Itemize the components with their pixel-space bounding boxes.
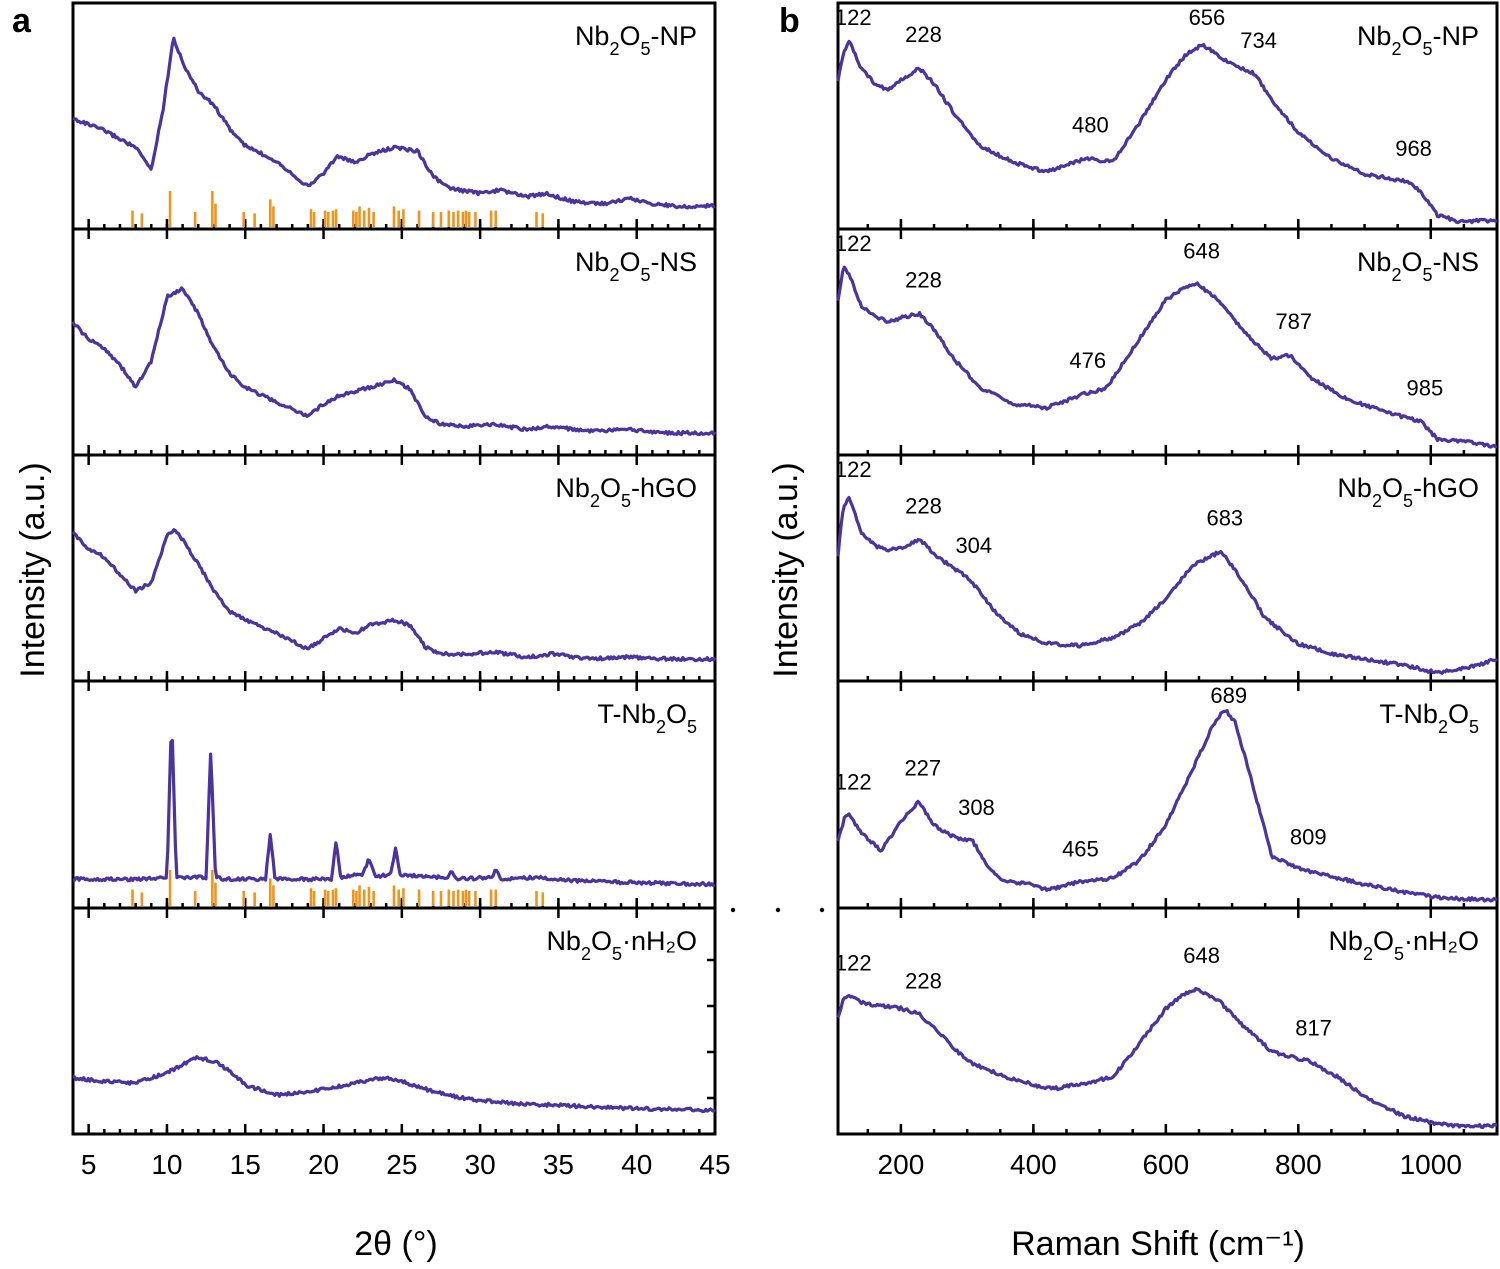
x-tick-label: 10 — [151, 1149, 182, 1180]
peak-label: 787 — [1275, 309, 1312, 334]
sample-label: T-Nb2O5 — [1379, 699, 1479, 737]
xrd-panel: Nb2O5-NP Nb2O5-NS Nb2O5-hGO T-Nb2O5 5 10 15 20 2… — [71, 1, 731, 1180]
sample-label: Nb2O5·nH₂O — [1328, 926, 1479, 964]
sample-label: Nb2O5-NS — [1357, 247, 1479, 285]
spectrum-curve — [836, 709, 1498, 903]
sample-label: Nb2O5-hGO — [555, 473, 697, 511]
peak-label: 228 — [905, 268, 942, 293]
peak-label: 985 — [1406, 376, 1443, 401]
peak-label: 683 — [1206, 505, 1243, 530]
spectrum-curve — [836, 39, 1497, 225]
x-tick-label: 400 — [1010, 1149, 1057, 1180]
peak-label: 648 — [1183, 238, 1220, 263]
subplot-2: Nb2O5-NS — [71, 227, 717, 457]
subplot-2: Nb2O5-NS 122 228 476 648 787 985 — [835, 227, 1499, 457]
peak-label: 809 — [1290, 824, 1327, 849]
peak-label: 227 — [904, 756, 941, 781]
peak-label: 308 — [958, 795, 995, 820]
peak-label: 465 — [1062, 836, 1099, 861]
x-tick-label: 45 — [699, 1149, 730, 1180]
raman-xlabel: Raman Shift (cm⁻¹) — [1011, 1225, 1305, 1263]
peak-label: 228 — [905, 22, 942, 47]
raman-ylabel: Intensity (a.u.) — [767, 462, 805, 677]
subplot-3: Nb2O5-hGO — [71, 453, 717, 683]
x-tick-label: 35 — [543, 1149, 574, 1180]
peak-label: 228 — [905, 494, 942, 519]
x-tick-label: 15 — [230, 1149, 261, 1180]
subplot-4: T-Nb2O5 122 227 308 465 689 809 — [835, 679, 1499, 910]
panel-b-letter: b — [779, 2, 800, 40]
peak-label: 122 — [835, 231, 872, 256]
panel-a-letter: a — [12, 2, 32, 40]
spectrum-curve — [72, 1055, 717, 1114]
spectrum-curve — [836, 986, 1498, 1129]
peak-label: 648 — [1183, 943, 1220, 968]
peak-label: 304 — [955, 533, 992, 558]
spectrum-curve — [72, 738, 716, 888]
sample-label: Nb2O5-hGO — [1337, 473, 1479, 511]
subplot-5: 5 10 15 20 25 30 35 40 45 Nb2O5·nH₂O — [71, 906, 731, 1180]
subplot-3: Nb2O5-hGO 122 228 304 683 — [835, 453, 1499, 683]
sample-label: Nb2O5-NP — [1357, 21, 1479, 59]
x-tick-label: 20 — [308, 1149, 339, 1180]
sample-label: Nb2O5-NP — [575, 21, 697, 59]
x-tick-label: 30 — [465, 1149, 496, 1180]
peak-label: 689 — [1210, 683, 1247, 708]
x-tick-label: 25 — [386, 1149, 417, 1180]
peak-label: 122 — [835, 769, 872, 794]
xrd-ylabel: Intensity (a.u.) — [14, 462, 52, 677]
subplot-frame — [836, 227, 1499, 457]
peak-label: 656 — [1189, 5, 1226, 30]
connector-dots — [730, 907, 825, 913]
raman-panel: Nb2O5-NP 122 228 480 656 734 968 Nb2O5-NS 122 228… — [835, 1, 1499, 1180]
x-tick-label: 1000 — [1400, 1149, 1462, 1180]
x-tick-label: 5 — [81, 1149, 97, 1180]
sample-label: T-Nb2O5 — [597, 699, 697, 737]
sample-label: Nb2O5-NS — [575, 247, 697, 285]
subplot-frame — [71, 906, 717, 1136]
peak-label: 734 — [1240, 28, 1277, 53]
peak-label: 122 — [835, 457, 872, 482]
peak-label: 122 — [835, 951, 872, 976]
peak-label: 122 — [835, 5, 872, 30]
spectrum-curve — [71, 286, 717, 437]
x-tick-label: 40 — [621, 1149, 652, 1180]
subplot-frame — [836, 906, 1499, 1136]
spectrum-curve — [836, 495, 1498, 675]
subplot-5: 200 400 600 800 1000 Nb2O5·nH₂O 122 228 648 817 — [835, 906, 1499, 1180]
x-tick-label: 800 — [1275, 1149, 1322, 1180]
subplot-1: Nb2O5-NP — [71, 1, 717, 231]
subplot-4: T-Nb2O5 — [71, 679, 717, 910]
peak-label: 480 — [1072, 112, 1109, 137]
peak-label: 476 — [1069, 348, 1106, 373]
spectrum-curve — [836, 265, 1498, 449]
spectrum-curve — [72, 36, 716, 210]
spectrum-curve — [71, 528, 717, 663]
subplot-1: Nb2O5-NP 122 228 480 656 734 968 — [835, 1, 1499, 231]
x-tick-label: 200 — [878, 1149, 925, 1180]
peak-label: 968 — [1395, 136, 1432, 161]
xrd-xlabel: 2θ (°) — [354, 1225, 438, 1263]
sample-label: Nb2O5·nH₂O — [546, 926, 697, 964]
peak-label: 817 — [1295, 1015, 1332, 1040]
peak-label: 228 — [905, 968, 942, 993]
x-tick-label: 600 — [1142, 1149, 1189, 1180]
